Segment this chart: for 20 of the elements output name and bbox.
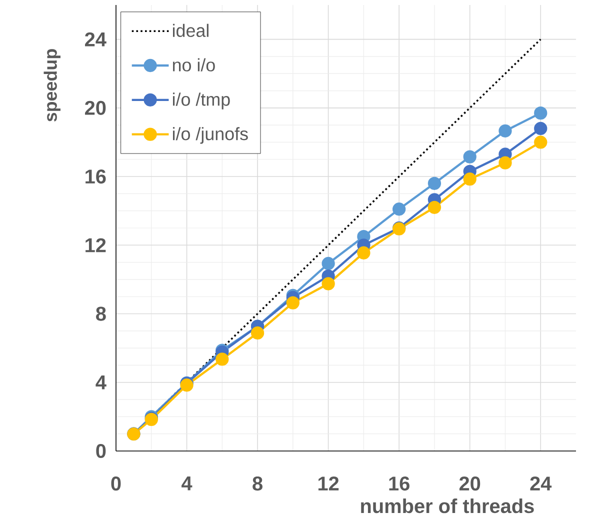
- x-tick-label: 24: [530, 476, 552, 490]
- legend-label: ideal: [173, 24, 208, 38]
- legend-label: i/o /junofs: [173, 127, 248, 144]
- x-tick-label: 20: [459, 476, 480, 491]
- y-axis-title: speedup: [44, 49, 60, 122]
- x-axis-title: number of threads: [361, 498, 534, 514]
- y-tick-label: 16: [86, 169, 106, 184]
- y-tick-label: 12: [86, 238, 106, 252]
- y-tick-label: 24: [85, 32, 106, 46]
- x-tick-label: 4: [182, 476, 192, 490]
- legend-label: no i/o: [172, 58, 215, 72]
- x-tick-label: 0: [111, 476, 121, 491]
- y-tick-label: 4: [96, 376, 106, 390]
- x-tick-label: 8: [252, 476, 262, 491]
- legend-label: i/o /tmp: [173, 92, 230, 110]
- y-tick-label: 8: [96, 306, 106, 321]
- x-tick-label: 12: [318, 476, 339, 490]
- y-tick-label: 0: [96, 444, 106, 458]
- x-tick-label: 16: [389, 476, 410, 491]
- y-tick-label: 20: [85, 100, 106, 115]
